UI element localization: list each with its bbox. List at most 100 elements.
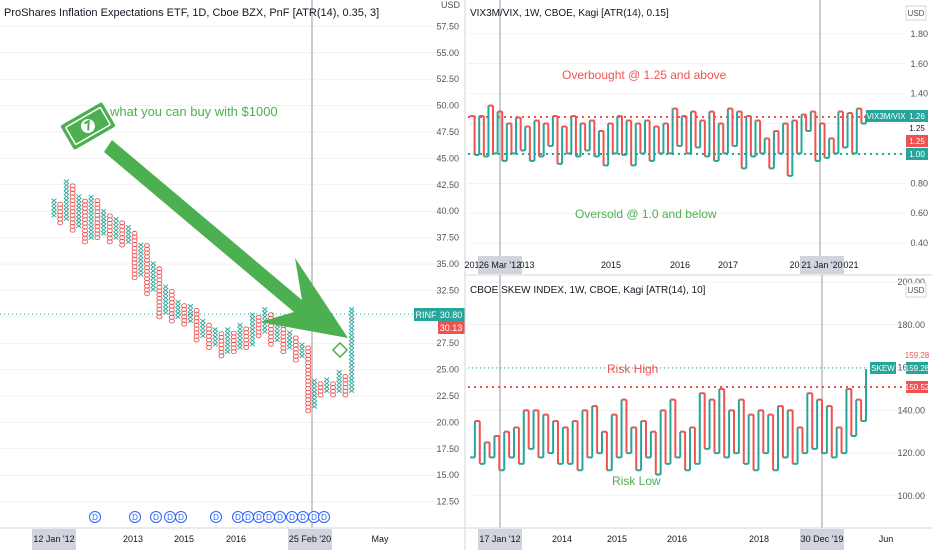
bottom-right-grid <box>468 281 905 497</box>
pnf-x-mark <box>348 325 355 331</box>
pnf-x-mark <box>76 205 82 210</box>
left-y-tick-label: 12.50 <box>436 497 459 507</box>
left-y-tick-label: 42.50 <box>436 180 459 190</box>
pnf-x-mark <box>348 355 355 360</box>
dividend-marker-label: D <box>132 513 138 522</box>
pnf-x-mark <box>249 338 256 343</box>
dividend-marker-label: D <box>289 513 295 522</box>
pnf-x-mark <box>336 388 342 394</box>
br-x-tick-label: 17 Jan '12 <box>479 534 520 544</box>
pnf-x-mark <box>286 345 293 350</box>
pnf-x-mark <box>113 227 119 233</box>
pnf-x-mark <box>237 333 243 339</box>
pnf-o-mark <box>106 213 113 219</box>
pnf-o-mark <box>330 381 336 387</box>
pnf-x-mark <box>63 197 70 203</box>
pnf-x-mark <box>187 303 194 309</box>
left-x-tick-highlight <box>288 529 332 550</box>
pnf-x-mark <box>76 208 82 214</box>
br-x-tick-label: 2016 <box>667 534 687 544</box>
left-x-tick-highlight <box>32 529 76 550</box>
pnf-x-mark <box>125 239 132 245</box>
dividend-marker-label: D <box>245 513 251 522</box>
tr-x-tick-highlight <box>478 256 522 274</box>
left-y-tick-label: 57.50 <box>436 21 459 31</box>
pnf-o-mark <box>268 312 274 318</box>
pnf-x-mark <box>138 257 144 263</box>
pnf-x-mark <box>224 338 231 343</box>
pnf-x-mark <box>262 307 268 312</box>
pnf-x-mark <box>274 337 280 343</box>
pnf-x-mark <box>100 231 107 236</box>
dividend-marker-label: D <box>153 513 159 522</box>
pnf-x-mark <box>249 327 256 332</box>
pnf-x-mark <box>162 295 169 301</box>
br-y-tick-label: 140.00 <box>897 405 925 415</box>
bottom-right-x-axis: 17 Jan '12 2014 2015 2016 2018 30 Dec '19 Jun <box>466 527 932 550</box>
pnf-x-mark <box>336 373 342 379</box>
left-y-tick-label: 50.00 <box>436 101 459 111</box>
pnf-x-mark <box>249 323 256 329</box>
pnf-x-mark <box>88 216 94 222</box>
br-tag-prev: 159.28 <box>905 351 930 360</box>
pnf-o-mark <box>82 198 88 204</box>
br-x-tick-label: 2015 <box>607 534 627 544</box>
tr-x-tick-label: 2015 <box>601 260 621 270</box>
pnf-x-mark <box>100 219 107 225</box>
pnf-x-mark <box>249 334 256 340</box>
pnf-x-mark <box>311 378 318 384</box>
left-y-tick-label: 35.00 <box>436 259 459 269</box>
pnf-x-mark <box>237 322 243 328</box>
pnf-x-mark <box>311 396 318 402</box>
overbought-label: Overbought @ 1.25 and above <box>562 68 727 82</box>
pnf-x-mark <box>336 369 342 375</box>
pnf-x-mark <box>63 194 70 199</box>
pnf-x-mark <box>76 212 82 218</box>
pnf-x-mark <box>63 190 70 196</box>
pnf-x-mark <box>348 318 355 323</box>
pnf-x-mark <box>324 377 330 382</box>
pnf-x-mark <box>125 235 132 241</box>
pnf-x-mark <box>348 384 355 390</box>
pnf-x-mark <box>162 306 169 312</box>
pnf-x-mark <box>249 319 256 325</box>
pnf-x-mark <box>138 268 144 274</box>
tr-tag-red-bg <box>906 135 928 147</box>
pnf-x-mark <box>88 227 94 233</box>
pnf-x-mark <box>162 284 169 290</box>
left-price-tag-last-bg <box>438 308 465 321</box>
pnf-x-mark <box>51 198 57 203</box>
left-price-tag-prev: 30.13 <box>440 323 463 333</box>
tr-y-tick-label: 0.60 <box>910 208 928 218</box>
pnf-x-mark <box>224 345 231 351</box>
pnf-x-mark <box>150 268 156 274</box>
tr-x-tick-highlight <box>800 256 844 274</box>
dividend-marker-label: D <box>213 513 219 522</box>
tr-x-tick-label: 013 <box>519 260 534 270</box>
pnf-x-mark <box>212 338 218 343</box>
tr-unit-box <box>905 5 927 21</box>
pnf-x-mark <box>150 261 156 266</box>
pnf-x-mark <box>348 336 355 342</box>
pnf-o-mark <box>255 314 262 320</box>
pnf-x-mark <box>237 341 243 347</box>
tr-y-tick-label: 1.60 <box>910 59 928 69</box>
pnf-o-mark <box>292 335 299 341</box>
left-price-tag-last: 30.80 <box>440 310 463 320</box>
pnf-x-mark <box>138 242 144 248</box>
left-y-tick-label: 25.00 <box>436 365 459 375</box>
left-y-tick-label: 52.50 <box>436 74 459 84</box>
tr-tag-green-bg <box>906 148 928 160</box>
pnf-x-mark <box>187 311 194 316</box>
pnf-x-mark <box>150 264 156 270</box>
br-x-tick-label: 30 Dec '19 <box>801 534 844 544</box>
pnf-x-mark <box>125 224 132 230</box>
pnf-x-mark <box>63 205 70 210</box>
left-pnf-marks <box>51 179 355 414</box>
br-tag-last-bg <box>906 362 928 374</box>
br-x-tick-label: 2018 <box>749 534 769 544</box>
left-title: ProShares Inflation Expectations ETF, 1D… <box>4 7 379 19</box>
tr-tag-green: 1.00 <box>909 150 925 159</box>
dividend-marker-label: D <box>300 513 306 522</box>
pnf-x-mark <box>212 334 218 340</box>
